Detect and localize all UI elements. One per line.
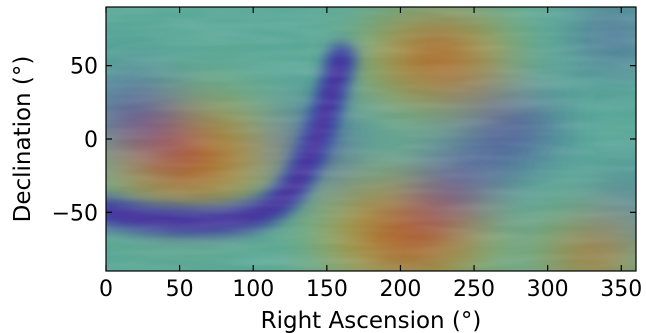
x-axis-label: Right Ascension (°)	[261, 308, 482, 333]
x-tick-label: 350	[600, 277, 642, 302]
x-tick-label: 50	[166, 277, 194, 302]
x-tick-label: 200	[379, 277, 421, 302]
y-tick-label: 0	[84, 128, 98, 153]
x-tick-label: 0	[99, 277, 113, 302]
flow-texture	[106, 7, 636, 271]
y-axis-label: Declination (°)	[10, 56, 36, 223]
x-tick-label: 250	[453, 277, 495, 302]
heatmap-plot-area	[106, 7, 636, 271]
y-axis: −50 0 50	[52, 55, 636, 226]
x-axis: 0 50 100 150 200 250 300 350	[99, 7, 642, 302]
x-tick-label: 150	[306, 277, 348, 302]
y-tick-label: −50	[52, 201, 98, 226]
x-tick-label: 100	[232, 277, 274, 302]
y-tick-label: 50	[70, 55, 98, 80]
x-tick-label: 300	[527, 277, 569, 302]
